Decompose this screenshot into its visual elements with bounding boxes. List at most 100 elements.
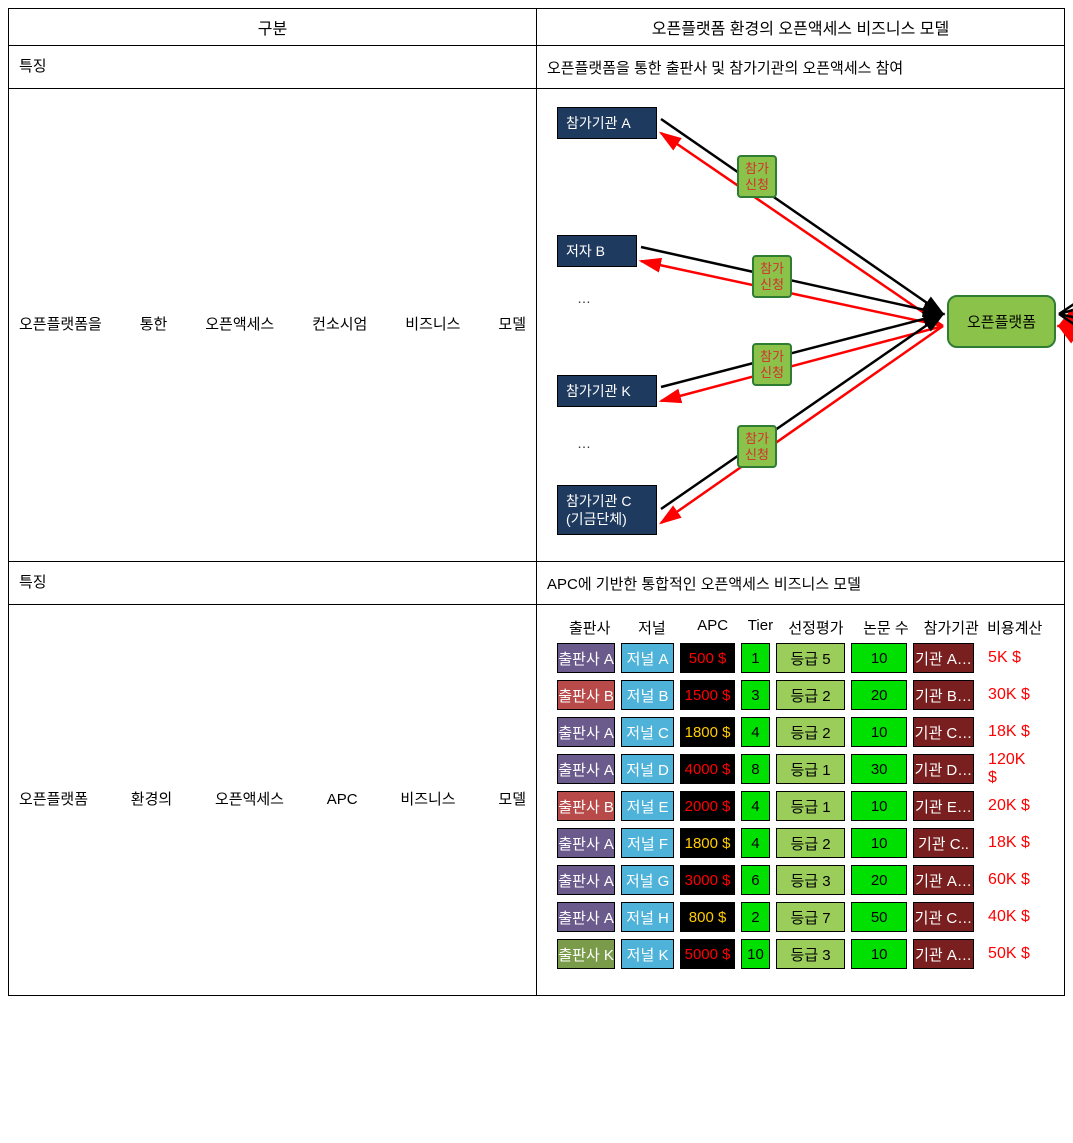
apply-label: 참가신청 [737, 155, 777, 198]
table-cell: 10 [851, 791, 906, 821]
table-cell: 기관 D… [913, 754, 974, 784]
table-cell: 등급 3 [776, 865, 846, 895]
table-cell: 40K $ [980, 902, 1038, 932]
table-cell: 30 [851, 754, 906, 784]
table-row: 출판사 A저널 C1800 $4등급 210기관 C…18K $ [557, 716, 1044, 748]
table-cell: 8 [741, 754, 769, 784]
table-cell: 저널 B [621, 680, 674, 710]
ellipsis: … [577, 435, 591, 451]
table-cell: 저널 E [621, 791, 674, 821]
table-cell: 30K $ [980, 680, 1038, 710]
table-cell: 20 [851, 865, 906, 895]
table-cell: 기관 A… [913, 643, 974, 673]
row2-left: 오픈플랫폼을 통한 오픈액세스 컨소시엄 비즈니스 모델 [9, 89, 537, 562]
table-cell: 출판사 B [557, 791, 615, 821]
apply-label: 참가신청 [752, 343, 792, 386]
table-cell: 18K $ [980, 828, 1038, 858]
table-cell: 2000 $ [680, 791, 735, 821]
table-cell: 4000 $ [680, 754, 735, 784]
table-cell: 출판사 A [557, 754, 615, 784]
ellipsis: … [577, 290, 591, 306]
header-right: 오픈플랫폼 환경의 오픈액세스 비즈니스 모델 [537, 9, 1065, 46]
table-cell: 800 $ [680, 902, 735, 932]
column-header: 참가기관 [917, 617, 985, 638]
table-cell: 출판사 K [557, 939, 615, 969]
table-cell: 50 [851, 902, 906, 932]
consortium-diagram: 오픈플랫폼참가기관 A참가신청저자 B참가신청참가기관 K참가신청참가기관 C(… [547, 95, 1073, 555]
column-header: 출판사 [557, 617, 622, 638]
table-cell: 10 [851, 828, 906, 858]
header-left: 구분 [9, 9, 537, 46]
table-cell: 출판사 A [557, 828, 615, 858]
participant-node: 참가기관 K [557, 375, 657, 407]
table-row: 출판사 A저널 G3000 $6등급 320기관 A…60K $ [557, 864, 1044, 896]
table-row: 출판사 A저널 D4000 $8등급 130기관 D…120K $ [557, 753, 1044, 785]
table-cell: 기관 A… [913, 865, 974, 895]
table-cell: 등급 2 [776, 717, 846, 747]
row3-left: 특징 [9, 562, 537, 605]
row4-left: 오픈플랫폼 환경의 오픈액세스 APC 비즈니스 모델 [9, 605, 537, 996]
table-cell: 20 [851, 680, 906, 710]
main-table: 구분 오픈플랫폼 환경의 오픈액세스 비즈니스 모델 특징 오픈플랫폼을 통한 … [8, 8, 1065, 996]
table-cell: 등급 7 [776, 902, 846, 932]
table-cell: 출판사 A [557, 717, 615, 747]
table-cell: 기관 C.. [913, 828, 974, 858]
table-row: 출판사 B저널 E2000 $4등급 110기관 E…20K $ [557, 790, 1044, 822]
column-header: 논문 수 [855, 617, 917, 638]
table-cell: 기관 C… [913, 902, 974, 932]
column-header: APC [682, 617, 744, 638]
participant-node: 저자 B [557, 235, 637, 267]
table-cell: 10 [851, 643, 906, 673]
table-cell: 5000 $ [680, 939, 735, 969]
center-platform-node: 오픈플랫폼 [947, 295, 1056, 348]
table-cell: 18K $ [980, 717, 1038, 747]
table-cell: 기관 A… [913, 939, 974, 969]
table-cell: 10 [851, 717, 906, 747]
table-cell: 4 [741, 828, 769, 858]
table-cell: 2 [741, 902, 769, 932]
apply-label: 참가신청 [737, 425, 777, 468]
table-cell: 5K $ [980, 643, 1038, 673]
table-cell: 등급 5 [776, 643, 846, 673]
row3-right: APC에 기반한 통합적인 오픈액세스 비즈니스 모델 [537, 562, 1065, 605]
table-cell: 60K $ [980, 865, 1038, 895]
apc-table-cell: 출판사저널APCTier선정평가논문 수참가기관비용계산 출판사 A저널 A50… [537, 605, 1065, 996]
table-cell: 기관 E… [913, 791, 974, 821]
table-cell: 1800 $ [680, 717, 735, 747]
table-cell: 출판사 A [557, 865, 615, 895]
table-cell: 기관 B… [913, 680, 974, 710]
column-header: 선정평가 [777, 617, 855, 638]
table-cell: 저널 G [621, 865, 674, 895]
column-header: 비용계산 [985, 617, 1044, 638]
table-cell: 저널 A [621, 643, 674, 673]
table-cell: 20K $ [980, 791, 1038, 821]
table-cell: 저널 H [621, 902, 674, 932]
table-cell: 10 [851, 939, 906, 969]
table-cell: 10 [741, 939, 769, 969]
apc-table-headers: 출판사저널APCTier선정평가논문 수참가기관비용계산 [557, 617, 1044, 638]
table-cell: 출판사 B [557, 680, 615, 710]
row1-right: 오픈플랫폼을 통한 출판사 및 참가기관의 오픈액세스 참여 [537, 46, 1065, 89]
table-cell: 120K $ [980, 754, 1038, 784]
table-cell: 등급 1 [776, 754, 846, 784]
apply-label: 참가신청 [752, 255, 792, 298]
table-cell: 출판사 A [557, 902, 615, 932]
table-cell: 등급 2 [776, 828, 846, 858]
table-cell: 출판사 A [557, 643, 615, 673]
diagram-cell: 오픈플랫폼참가기관 A참가신청저자 B참가신청참가기관 K참가신청참가기관 C(… [537, 89, 1065, 562]
table-cell: 저널 D [621, 754, 674, 784]
table-cell: 4 [741, 717, 769, 747]
table-cell: 6 [741, 865, 769, 895]
table-row: 출판사 B저널 B1500 $3등급 220기관 B…30K $ [557, 679, 1044, 711]
row1-left: 특징 [9, 46, 537, 89]
apc-table-body: 출판사 A저널 A500 $1등급 510기관 A…5K $출판사 B저널 B1… [557, 642, 1044, 970]
table-cell: 1500 $ [680, 680, 735, 710]
table-cell: 3000 $ [680, 865, 735, 895]
column-header: 저널 [622, 617, 681, 638]
table-cell: 등급 3 [776, 939, 846, 969]
table-cell: 기관 C… [913, 717, 974, 747]
table-cell: 1800 $ [680, 828, 735, 858]
participant-node: 참가기관 A [557, 107, 657, 139]
table-cell: 3 [741, 680, 769, 710]
table-cell: 저널 K [621, 939, 674, 969]
